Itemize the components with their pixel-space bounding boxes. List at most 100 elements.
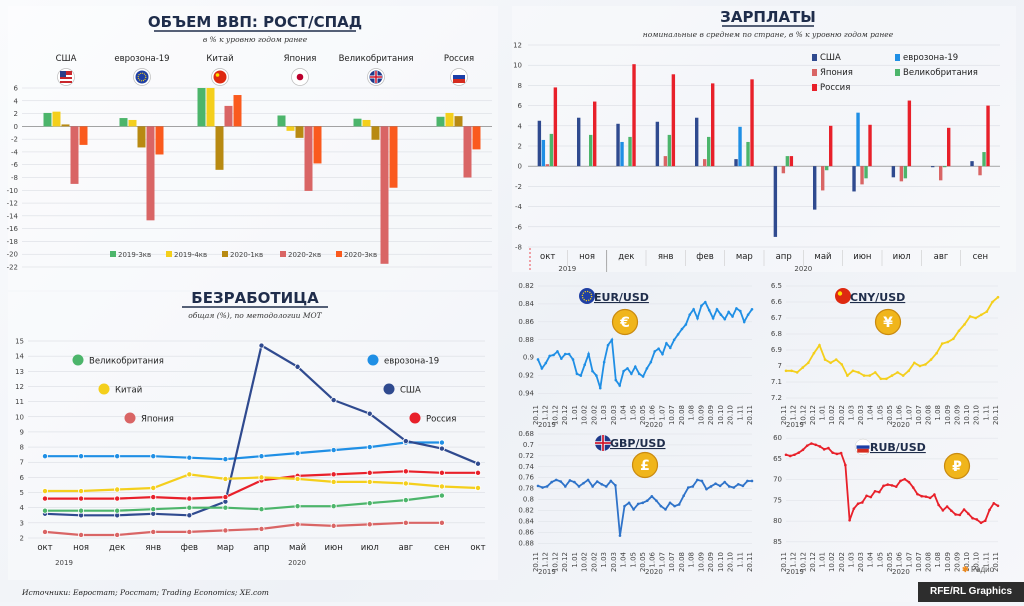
fx-point xyxy=(810,442,813,445)
unemp-point xyxy=(186,471,193,478)
wages-bar xyxy=(711,83,715,167)
unemployment-title: БЕЗРАБОТИЦА xyxy=(191,289,319,307)
unemp-point xyxy=(258,342,265,349)
fx-x-tick: 20.10 xyxy=(973,405,981,425)
wages-bar xyxy=(939,166,943,181)
fx-x-tick: 20.02 xyxy=(838,405,846,425)
fx-point xyxy=(563,352,567,356)
unemp-x-label: мар xyxy=(217,543,234,553)
fx-x-tick: 10.02 xyxy=(828,552,836,572)
unemp-legend-dot xyxy=(124,412,136,424)
gdp-legend-label: 2020-1кв xyxy=(230,251,263,259)
gdp-y-tick: 0 xyxy=(14,123,18,131)
fx-point xyxy=(790,369,793,373)
wages-bar xyxy=(593,101,597,167)
unemp-point xyxy=(330,522,337,529)
fx-x-tick: 1.03 xyxy=(847,405,855,421)
fx-x-tick: 1.04 xyxy=(620,551,628,567)
unemp-point xyxy=(258,453,265,460)
fx-x-tick: 1.06 xyxy=(896,404,904,420)
fx-point xyxy=(732,486,736,489)
unemp-point xyxy=(78,453,85,460)
wages-bar xyxy=(907,100,912,167)
fx-point xyxy=(920,494,923,498)
fx-x-tick: 1.08 xyxy=(688,405,696,421)
unemployment-subtitle: общая (%), по методологии МОТ xyxy=(188,311,322,320)
fx-point xyxy=(731,315,734,318)
gdp-bar xyxy=(454,116,463,127)
fx-y-tick: 0.9 xyxy=(523,354,534,362)
fx-y-tick: 0.92 xyxy=(518,372,534,380)
gdp-bar xyxy=(155,126,164,155)
unemp-series-line xyxy=(45,441,442,461)
gdp-bar xyxy=(362,119,371,127)
wages-bar xyxy=(750,79,754,167)
flag-stripe xyxy=(857,448,869,453)
gdp-title: ОБЪЕМ ВВП: РОСТ/СПАД xyxy=(148,13,362,31)
fx-point xyxy=(979,521,983,525)
fx-x-tick: 20.11 xyxy=(746,405,754,425)
fx-point xyxy=(691,485,695,488)
fx-x-tick: 1.07 xyxy=(905,552,913,568)
unemp-y-tick: 9 xyxy=(20,428,24,436)
wages-year-label: 2020 xyxy=(794,265,812,273)
wages-subtitle: номинальные в среднем по стране, в % к у… xyxy=(643,30,894,39)
unemp-point xyxy=(366,444,373,451)
unemp-point xyxy=(294,450,301,457)
fx-point xyxy=(567,352,571,356)
unemp-point xyxy=(114,531,121,538)
fx-x-tick: 1.04 xyxy=(867,404,875,420)
gdp-legend-swatch xyxy=(280,251,286,257)
wages-x-label: дек xyxy=(618,252,634,262)
usa-flag-icon xyxy=(57,68,75,86)
fx-point xyxy=(856,502,860,505)
unemp-x-label: дек xyxy=(109,543,125,553)
fx-point xyxy=(727,485,731,488)
gdp-country-label: Великобритания xyxy=(339,54,414,64)
wages-bar xyxy=(821,166,825,191)
fx-x-tick: 10.09 xyxy=(697,552,705,572)
gdp-legend-label: 2019-4кв xyxy=(174,251,207,259)
fx-x-tick: 10.02 xyxy=(581,405,589,425)
unemp-y-tick: 3 xyxy=(20,519,24,527)
fx-point xyxy=(924,495,928,498)
fx-point xyxy=(622,369,625,373)
unemp-legend-dot xyxy=(98,383,110,395)
wages-y-tick: -2 xyxy=(515,183,522,191)
unemp-legend-dot xyxy=(72,354,84,366)
gdp-legend-label: 2019-3кв xyxy=(118,251,151,259)
fx-point xyxy=(861,501,864,504)
fx-point xyxy=(924,363,927,366)
fx-point xyxy=(801,366,805,369)
fx-point xyxy=(577,485,581,488)
gdp-subtitle: в % к уровню годом ранее xyxy=(203,35,308,44)
fx-year-label: 2019 xyxy=(786,421,804,429)
wages-bar xyxy=(628,136,632,167)
fx-y-tick: 75 xyxy=(773,496,782,504)
fx-y-tick: 80 xyxy=(773,517,782,525)
gdp-country-label: Япония xyxy=(284,54,317,64)
fx-x-tick: 10.12 xyxy=(799,552,807,572)
unemp-point xyxy=(366,478,373,485)
wages-bar xyxy=(860,166,864,185)
unemp-year-label: 2019 xyxy=(55,559,73,567)
fx-x-tick: 1.06 xyxy=(649,551,657,567)
fx-x-tick: 1.08 xyxy=(688,552,696,568)
fx-point xyxy=(636,502,640,506)
fx-point xyxy=(700,479,704,483)
wages-bar xyxy=(829,125,833,167)
fx-point xyxy=(940,342,944,345)
fx-x-tick: 1.12 xyxy=(542,405,550,421)
unemp-point xyxy=(258,474,265,481)
fx-point xyxy=(598,386,602,390)
unemp-legend-label: Россия xyxy=(426,415,456,425)
unemp-point xyxy=(438,445,445,452)
fx-year-label: 2020 xyxy=(645,421,663,429)
fx-point xyxy=(665,342,668,345)
fx-point xyxy=(564,485,567,488)
wages-y-tick: 10 xyxy=(513,62,522,70)
unemp-point xyxy=(42,495,49,502)
fx-x-tick: 20.11 xyxy=(780,405,788,425)
coin-disc xyxy=(611,308,639,336)
